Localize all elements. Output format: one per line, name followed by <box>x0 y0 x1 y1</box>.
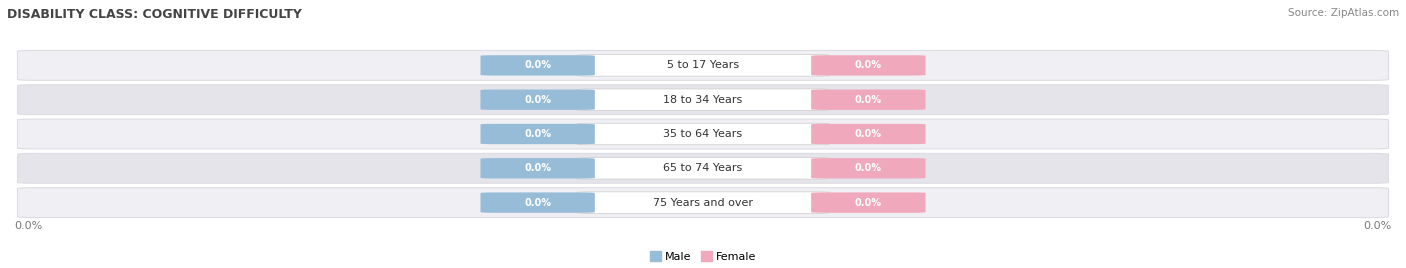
FancyBboxPatch shape <box>576 158 830 179</box>
FancyBboxPatch shape <box>17 50 1389 80</box>
FancyBboxPatch shape <box>481 192 595 213</box>
FancyBboxPatch shape <box>481 124 595 144</box>
FancyBboxPatch shape <box>481 158 595 178</box>
Text: 0.0%: 0.0% <box>855 129 882 139</box>
Text: 18 to 34 Years: 18 to 34 Years <box>664 95 742 105</box>
Text: 0.0%: 0.0% <box>855 163 882 173</box>
Text: 0.0%: 0.0% <box>524 129 551 139</box>
FancyBboxPatch shape <box>811 90 925 110</box>
FancyBboxPatch shape <box>481 90 595 110</box>
Text: 0.0%: 0.0% <box>855 60 882 70</box>
Text: 35 to 64 Years: 35 to 64 Years <box>664 129 742 139</box>
Text: 0.0%: 0.0% <box>524 95 551 105</box>
Text: 65 to 74 Years: 65 to 74 Years <box>664 163 742 173</box>
FancyBboxPatch shape <box>17 85 1389 115</box>
FancyBboxPatch shape <box>17 153 1389 183</box>
FancyBboxPatch shape <box>811 192 925 213</box>
Text: 0.0%: 0.0% <box>14 221 42 232</box>
Legend: Male, Female: Male, Female <box>650 251 756 262</box>
FancyBboxPatch shape <box>576 192 830 213</box>
FancyBboxPatch shape <box>811 124 925 144</box>
FancyBboxPatch shape <box>481 55 595 76</box>
Text: 0.0%: 0.0% <box>524 163 551 173</box>
Text: 0.0%: 0.0% <box>855 95 882 105</box>
FancyBboxPatch shape <box>17 119 1389 149</box>
FancyBboxPatch shape <box>576 123 830 145</box>
Text: 0.0%: 0.0% <box>524 60 551 70</box>
FancyBboxPatch shape <box>811 55 925 76</box>
Text: 0.0%: 0.0% <box>524 198 551 208</box>
Text: 75 Years and over: 75 Years and over <box>652 198 754 208</box>
FancyBboxPatch shape <box>576 89 830 110</box>
Text: 0.0%: 0.0% <box>855 198 882 208</box>
FancyBboxPatch shape <box>811 158 925 178</box>
Text: 5 to 17 Years: 5 to 17 Years <box>666 60 740 70</box>
Text: Source: ZipAtlas.com: Source: ZipAtlas.com <box>1288 8 1399 18</box>
FancyBboxPatch shape <box>17 188 1389 218</box>
Text: DISABILITY CLASS: COGNITIVE DIFFICULTY: DISABILITY CLASS: COGNITIVE DIFFICULTY <box>7 8 302 21</box>
Text: 0.0%: 0.0% <box>1364 221 1392 232</box>
FancyBboxPatch shape <box>576 55 830 76</box>
